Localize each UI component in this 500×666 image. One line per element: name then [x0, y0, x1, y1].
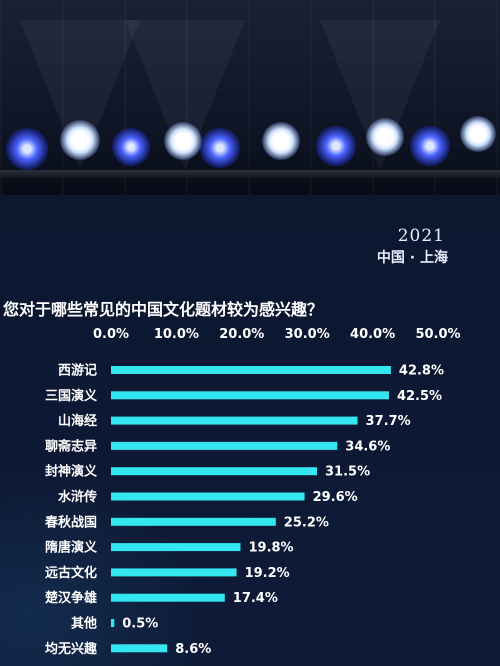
value-label: 34.6%	[345, 439, 390, 454]
stage-light-icon	[164, 122, 202, 160]
stage-light-icon	[366, 118, 404, 156]
x-tick-label: 0.0%	[93, 327, 129, 342]
category-label: 隋唐演义	[45, 540, 98, 556]
value-label: 42.8%	[399, 364, 444, 379]
value-label: 37.7%	[366, 414, 411, 429]
value-label: 31.5%	[325, 465, 370, 480]
value-label: 17.4%	[233, 591, 278, 606]
x-tick-label: 10.0%	[154, 327, 199, 342]
stage-light-icon	[262, 122, 300, 160]
value-label: 19.2%	[245, 566, 290, 581]
bar	[111, 593, 225, 602]
category-label: 三国演义	[45, 388, 98, 404]
value-label: 19.8%	[248, 541, 293, 556]
bar	[111, 441, 338, 450]
stage-light-icon	[460, 116, 496, 152]
category-label: 楚汉争雄	[45, 590, 97, 606]
bar	[111, 366, 391, 374]
ceiling	[0, 0, 500, 195]
value-label: 25.2%	[284, 515, 329, 530]
category-label: 聊斋志异	[45, 438, 97, 454]
bar	[111, 568, 237, 577]
bar	[111, 619, 115, 627]
presentation-screen	[0, 195, 500, 666]
bar	[111, 517, 276, 526]
bar	[111, 492, 305, 501]
stage-light-icon	[112, 128, 150, 166]
bar	[111, 543, 241, 552]
event-year: 2021	[397, 226, 445, 246]
stage-light-icon	[6, 128, 48, 170]
category-label: 山海经	[58, 413, 97, 429]
stage-light-icon	[200, 128, 240, 168]
stage-light-icon	[60, 120, 100, 160]
category-label: 其他	[71, 616, 97, 632]
chart-title: 您对于哪些常见的中国文化题材较为感兴趣？	[3, 300, 324, 319]
category-label: 封神演义	[45, 464, 98, 480]
x-tick-label: 20.0%	[219, 327, 264, 342]
category-label: 西游记	[58, 363, 97, 379]
bar-chart: 0.0% 10.0% 20.0% 30.0% 40.0% 50.0% 西游记 42.8% 三国演…	[44, 327, 461, 657]
bar	[111, 467, 318, 476]
category-label: 均无兴趣	[45, 641, 98, 657]
value-label: 8.6%	[175, 642, 211, 657]
event-location: 中国 · 上海	[376, 250, 448, 266]
category-label: 水浒传	[58, 489, 97, 505]
stage-light-icon	[316, 126, 356, 166]
x-tick-label: 50.0%	[415, 327, 460, 342]
lighting-truss	[0, 170, 500, 178]
x-tick-label: 40.0%	[350, 327, 395, 342]
value-label: 42.5%	[397, 389, 442, 404]
bar	[111, 391, 389, 400]
bar	[111, 416, 358, 425]
value-label: 0.5%	[122, 617, 158, 632]
stage-light-icon	[410, 126, 450, 166]
category-label: 远古文化	[45, 565, 97, 581]
x-tick-label: 30.0%	[285, 327, 330, 342]
category-label: 春秋战国	[44, 514, 97, 530]
bar	[111, 644, 168, 653]
value-label: 29.6%	[313, 490, 358, 505]
